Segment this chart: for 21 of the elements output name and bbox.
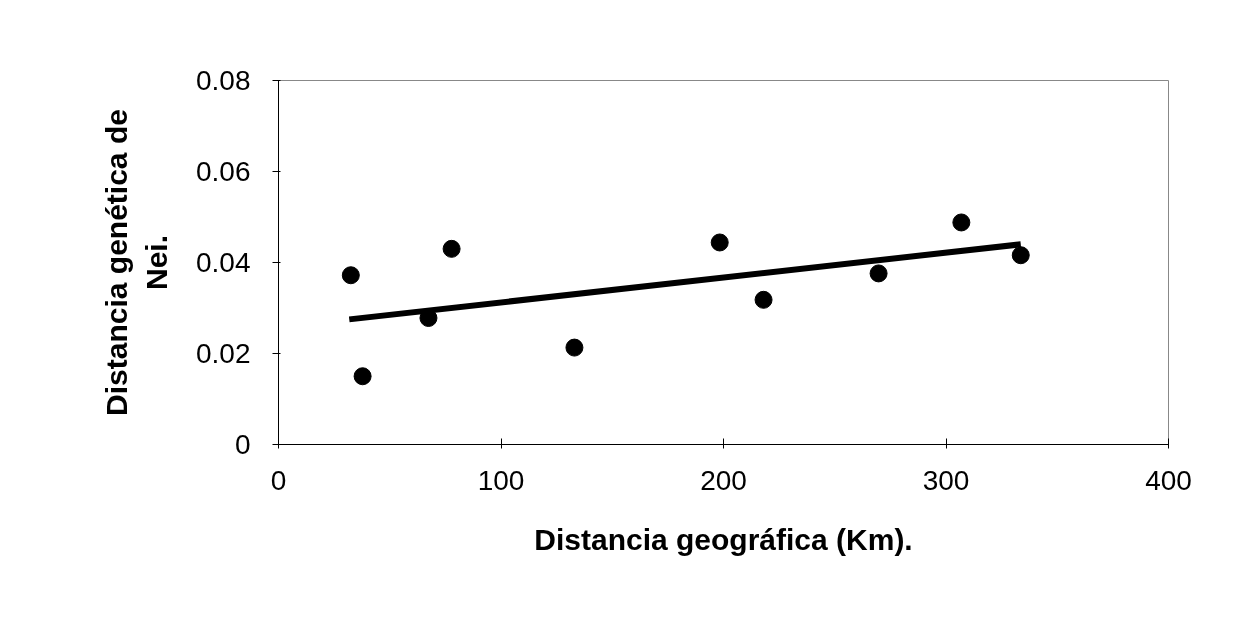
x-tick-label: 0 xyxy=(270,464,287,496)
x-tick-label: 100 xyxy=(477,464,525,496)
y-axis-title: Distancia genética de Nei. xyxy=(100,109,173,416)
y-tick-label: 0.08 xyxy=(196,65,251,96)
point xyxy=(754,290,773,309)
point xyxy=(1011,246,1030,265)
point xyxy=(341,266,360,285)
y-tick-label: 0.02 xyxy=(196,338,251,369)
point xyxy=(869,264,888,283)
x-tick-label: 300 xyxy=(922,464,970,496)
point xyxy=(952,213,971,232)
point xyxy=(353,367,372,386)
point xyxy=(710,233,729,252)
x-tick-label: 400 xyxy=(1145,464,1192,496)
x-axis-title: Distancia geográfica (Km). xyxy=(534,522,913,556)
y-tick-label: 0.06 xyxy=(196,156,251,187)
point xyxy=(565,338,584,357)
x-tick-label: 200 xyxy=(700,464,747,496)
y-tick-label: 0 xyxy=(234,429,251,460)
y-tick-label: 0.04 xyxy=(196,247,251,278)
point xyxy=(442,239,461,258)
